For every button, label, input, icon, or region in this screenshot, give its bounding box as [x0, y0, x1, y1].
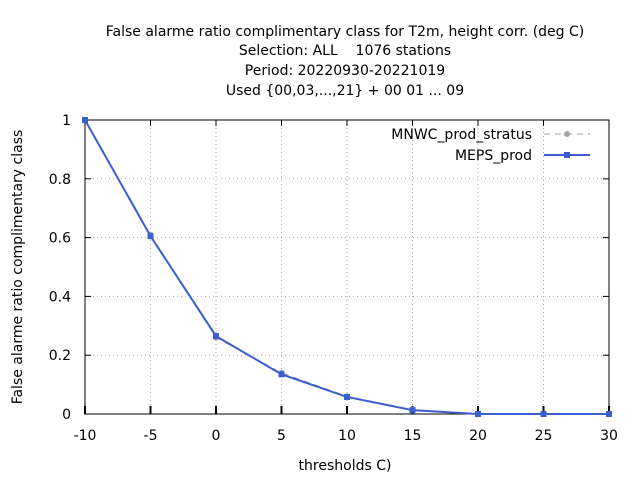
data-point — [475, 411, 481, 417]
data-point — [409, 407, 416, 414]
title-line-1: False alarme ratio complimentary class f… — [106, 24, 585, 40]
y-axis-label: False alarme ratio complimentary class — [10, 130, 26, 405]
x-axis-label: thresholds C) — [299, 458, 392, 474]
data-point — [344, 393, 350, 400]
legend-marker — [564, 131, 570, 137]
legend-marker — [564, 152, 570, 158]
grid — [85, 120, 609, 414]
y-tick-label: 0.4 — [49, 289, 71, 305]
x-tick-label: 25 — [535, 428, 553, 444]
title-line-4: Used {00,03,...,21} + 00 01 ... 09 — [226, 83, 464, 99]
series-MEPS_prod — [82, 117, 612, 417]
data-point — [213, 333, 219, 340]
x-tick-label: -5 — [144, 428, 158, 444]
axis-ticks: -10 -5 0 5 10 15 20 25 30 0 0.2 0.4 0.6 0.8 1 — [49, 113, 618, 444]
x-tick-label: 30 — [600, 428, 618, 444]
data-point — [540, 411, 547, 417]
y-tick-label: 0 — [62, 407, 71, 423]
data-point — [278, 371, 285, 378]
chart-title: False alarme ratio complimentary class f… — [106, 24, 585, 99]
x-tick-label: 15 — [404, 428, 422, 444]
y-tick-label: 0.2 — [49, 348, 71, 364]
x-tick-label: 5 — [277, 428, 286, 444]
data-point — [147, 233, 154, 240]
y-tick-label: 0.8 — [49, 172, 71, 188]
legend: MNWC_prod_stratus MEPS_prod — [391, 127, 590, 164]
series-layer — [82, 117, 612, 417]
title-line-3: Period: 20220930-20221019 — [245, 63, 445, 79]
x-tick-label: 20 — [469, 428, 487, 444]
data-point — [606, 411, 612, 417]
x-tick-label: 0 — [212, 428, 221, 444]
data-point — [82, 117, 88, 123]
x-tick-label: 10 — [338, 428, 356, 444]
y-tick-label: 1 — [62, 113, 71, 129]
y-tick-label: 0.6 — [49, 231, 71, 247]
x-tick-label: -10 — [74, 428, 97, 444]
title-line-2: Selection: ALL 1076 stations — [239, 43, 451, 59]
legend-label: MEPS_prod — [455, 148, 532, 164]
legend-label: MNWC_prod_stratus — [391, 127, 532, 143]
